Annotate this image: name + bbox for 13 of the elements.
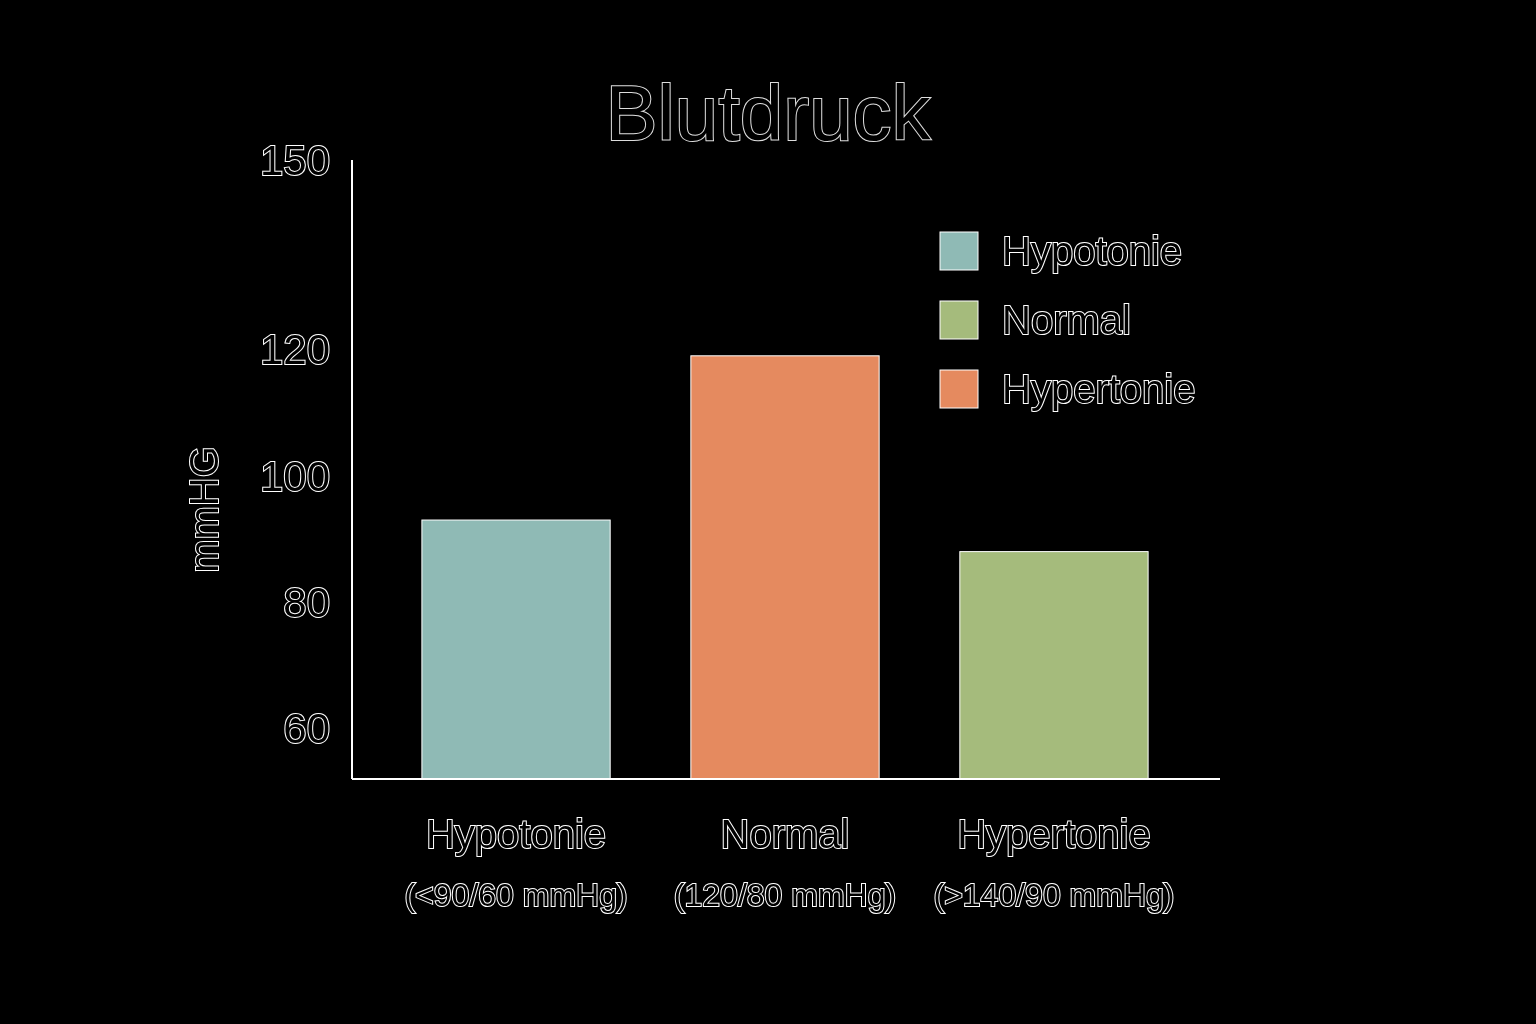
y-tick-label: 120 xyxy=(259,326,330,374)
y-axis-title: mmHG xyxy=(182,446,226,573)
legend-label: Hypotonie xyxy=(1002,229,1183,273)
y-tick-label: 150 xyxy=(259,136,330,184)
x-tick-label: Hypertonie (>140/90 mmHg) xyxy=(933,812,1175,913)
y-tick-label: 100 xyxy=(259,452,330,500)
y-tick-label: 60 xyxy=(283,705,330,753)
legend-label: Hypertonie xyxy=(1002,367,1196,411)
chart-title: Blutdruck xyxy=(605,69,932,157)
legend-label: Normal xyxy=(1002,298,1131,342)
y-tick-label: 80 xyxy=(283,578,330,626)
x-tick-label: Hypotonie (<90/60 mmHg) xyxy=(404,812,628,913)
x-tick-label: Normal (120/80 mmHg) xyxy=(673,812,897,913)
